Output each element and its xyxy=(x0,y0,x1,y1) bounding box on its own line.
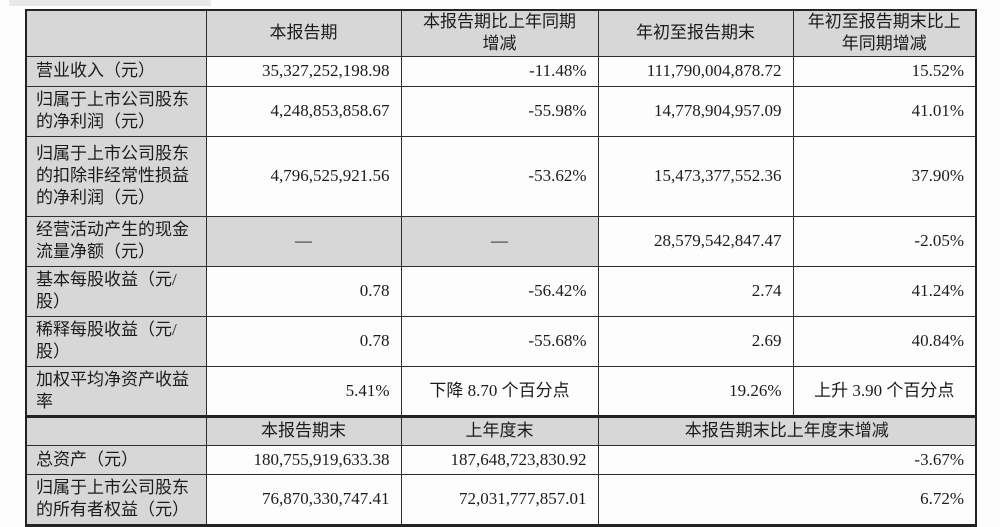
value-current-yoy: -53.62% xyxy=(400,135,599,217)
financial-summary-table: 本报告期 本报告期比上年同期增减 年初至报告期末 年初至报告期末比上年同期增减 … xyxy=(25,9,977,527)
value-ytd: 15,473,377,552.36 xyxy=(597,135,794,217)
value-current-period: 0.78 xyxy=(205,265,402,317)
header-ytd: 年初至报告期末 xyxy=(597,9,794,57)
metric-label: 经营活动产生的现金流量净额（元） xyxy=(25,215,207,267)
value-period-end: 180,755,919,633.38 xyxy=(205,444,402,475)
value-current-yoy: 下降 8.70 个百分点 xyxy=(400,365,599,418)
value-prior-year-end: 72,031,777,857.01 xyxy=(400,473,599,526)
value-ytd-yoy: 41.24% xyxy=(792,265,977,317)
value-current-period: 5.41% xyxy=(205,365,402,418)
metric-label: 加权平均净资产收益率 xyxy=(25,365,207,418)
header-period-end: 本报告期末 xyxy=(205,415,402,446)
value-change-vs-prior-year-end: 6.72% xyxy=(597,473,977,526)
value-ytd: 14,778,904,957.09 xyxy=(597,85,794,137)
header-prior-year-end: 上年度末 xyxy=(400,415,599,446)
value-current-period: — xyxy=(205,215,402,267)
table-row-net-profit-excl-nonrecurring: 归属于上市公司股东的扣除非经常性损益的净利润（元） 4,796,525,921.… xyxy=(25,135,977,217)
table-row-weighted-avg-roe: 加权平均净资产收益率 5.41% 下降 8.70 个百分点 19.26% 上升 … xyxy=(25,365,977,418)
value-current-yoy: -11.48% xyxy=(400,55,599,87)
value-change-vs-prior-year-end: -3.67% xyxy=(597,444,977,475)
value-ytd-yoy: -2.05% xyxy=(792,215,977,267)
header-current-period-yoy: 本报告期比上年同期增减 xyxy=(400,9,599,57)
value-ytd-yoy: 41.01% xyxy=(792,85,977,137)
value-current-period: 4,248,853,858.67 xyxy=(205,85,402,137)
value-current-period: 35,327,252,198.98 xyxy=(205,55,402,87)
header-cell-empty xyxy=(25,415,207,446)
value-ytd: 2.69 xyxy=(597,315,794,367)
metric-label: 归属于上市公司股东的所有者权益（元） xyxy=(25,473,207,526)
table-row-basic-eps: 基本每股收益（元/股） 0.78 -56.42% 2.74 41.24% xyxy=(25,265,977,317)
value-ytd: 2.74 xyxy=(597,265,794,317)
value-ytd: 111,790,004,878.72 xyxy=(597,55,794,87)
value-current-period: 0.78 xyxy=(205,315,402,367)
metric-label: 总资产（元） xyxy=(25,444,207,475)
value-ytd: 19.26% xyxy=(597,365,794,418)
header-cell-empty xyxy=(25,9,207,57)
cropped-row-artifact xyxy=(9,0,211,6)
table-header-row-2: 本报告期末 上年度末 本报告期末比上年度末增减 xyxy=(25,415,977,446)
table-row-equity: 归属于上市公司股东的所有者权益（元） 76,870,330,747.41 72,… xyxy=(25,473,977,526)
value-current-period: 4,796,525,921.56 xyxy=(205,135,402,217)
value-ytd-yoy: 40.84% xyxy=(792,315,977,367)
header-change-vs-prior-year-end: 本报告期末比上年度末增减 xyxy=(597,415,977,446)
value-current-yoy: -56.42% xyxy=(400,265,599,317)
value-ytd-yoy: 37.90% xyxy=(792,135,977,217)
value-period-end: 76,870,330,747.41 xyxy=(205,473,402,526)
metric-label: 稀释每股收益（元/股） xyxy=(25,315,207,367)
table-row-total-assets: 总资产（元） 180,755,919,633.38 187,648,723,83… xyxy=(25,444,977,475)
header-ytd-yoy: 年初至报告期末比上年同期增减 xyxy=(792,9,977,57)
value-current-yoy: -55.98% xyxy=(400,85,599,137)
metric-label: 归属于上市公司股东的扣除非经常性损益的净利润（元） xyxy=(25,135,207,217)
value-ytd-yoy: 15.52% xyxy=(792,55,977,87)
value-current-yoy: -55.68% xyxy=(400,315,599,367)
table-header-row-1: 本报告期 本报告期比上年同期增减 年初至报告期末 年初至报告期末比上年同期增减 xyxy=(25,9,977,57)
value-current-yoy: — xyxy=(400,215,599,267)
table-row-operating-cash-flow: 经营活动产生的现金流量净额（元） — — 28,579,542,847.47 -… xyxy=(25,215,977,267)
metric-label: 营业收入（元） xyxy=(25,55,207,87)
metric-label: 基本每股收益（元/股） xyxy=(25,265,207,317)
table-row-net-profit: 归属于上市公司股东的净利润（元） 4,248,853,858.67 -55.98… xyxy=(25,85,977,137)
value-ytd: 28,579,542,847.47 xyxy=(597,215,794,267)
table-row-diluted-eps: 稀释每股收益（元/股） 0.78 -55.68% 2.69 40.84% xyxy=(25,315,977,367)
table-row-revenue: 营业收入（元） 35,327,252,198.98 -11.48% 111,79… xyxy=(25,55,977,87)
value-prior-year-end: 187,648,723,830.92 xyxy=(400,444,599,475)
metric-label: 归属于上市公司股东的净利润（元） xyxy=(25,85,207,137)
value-ytd-yoy: 上升 3.90 个百分点 xyxy=(792,365,977,418)
header-current-period: 本报告期 xyxy=(205,9,402,57)
